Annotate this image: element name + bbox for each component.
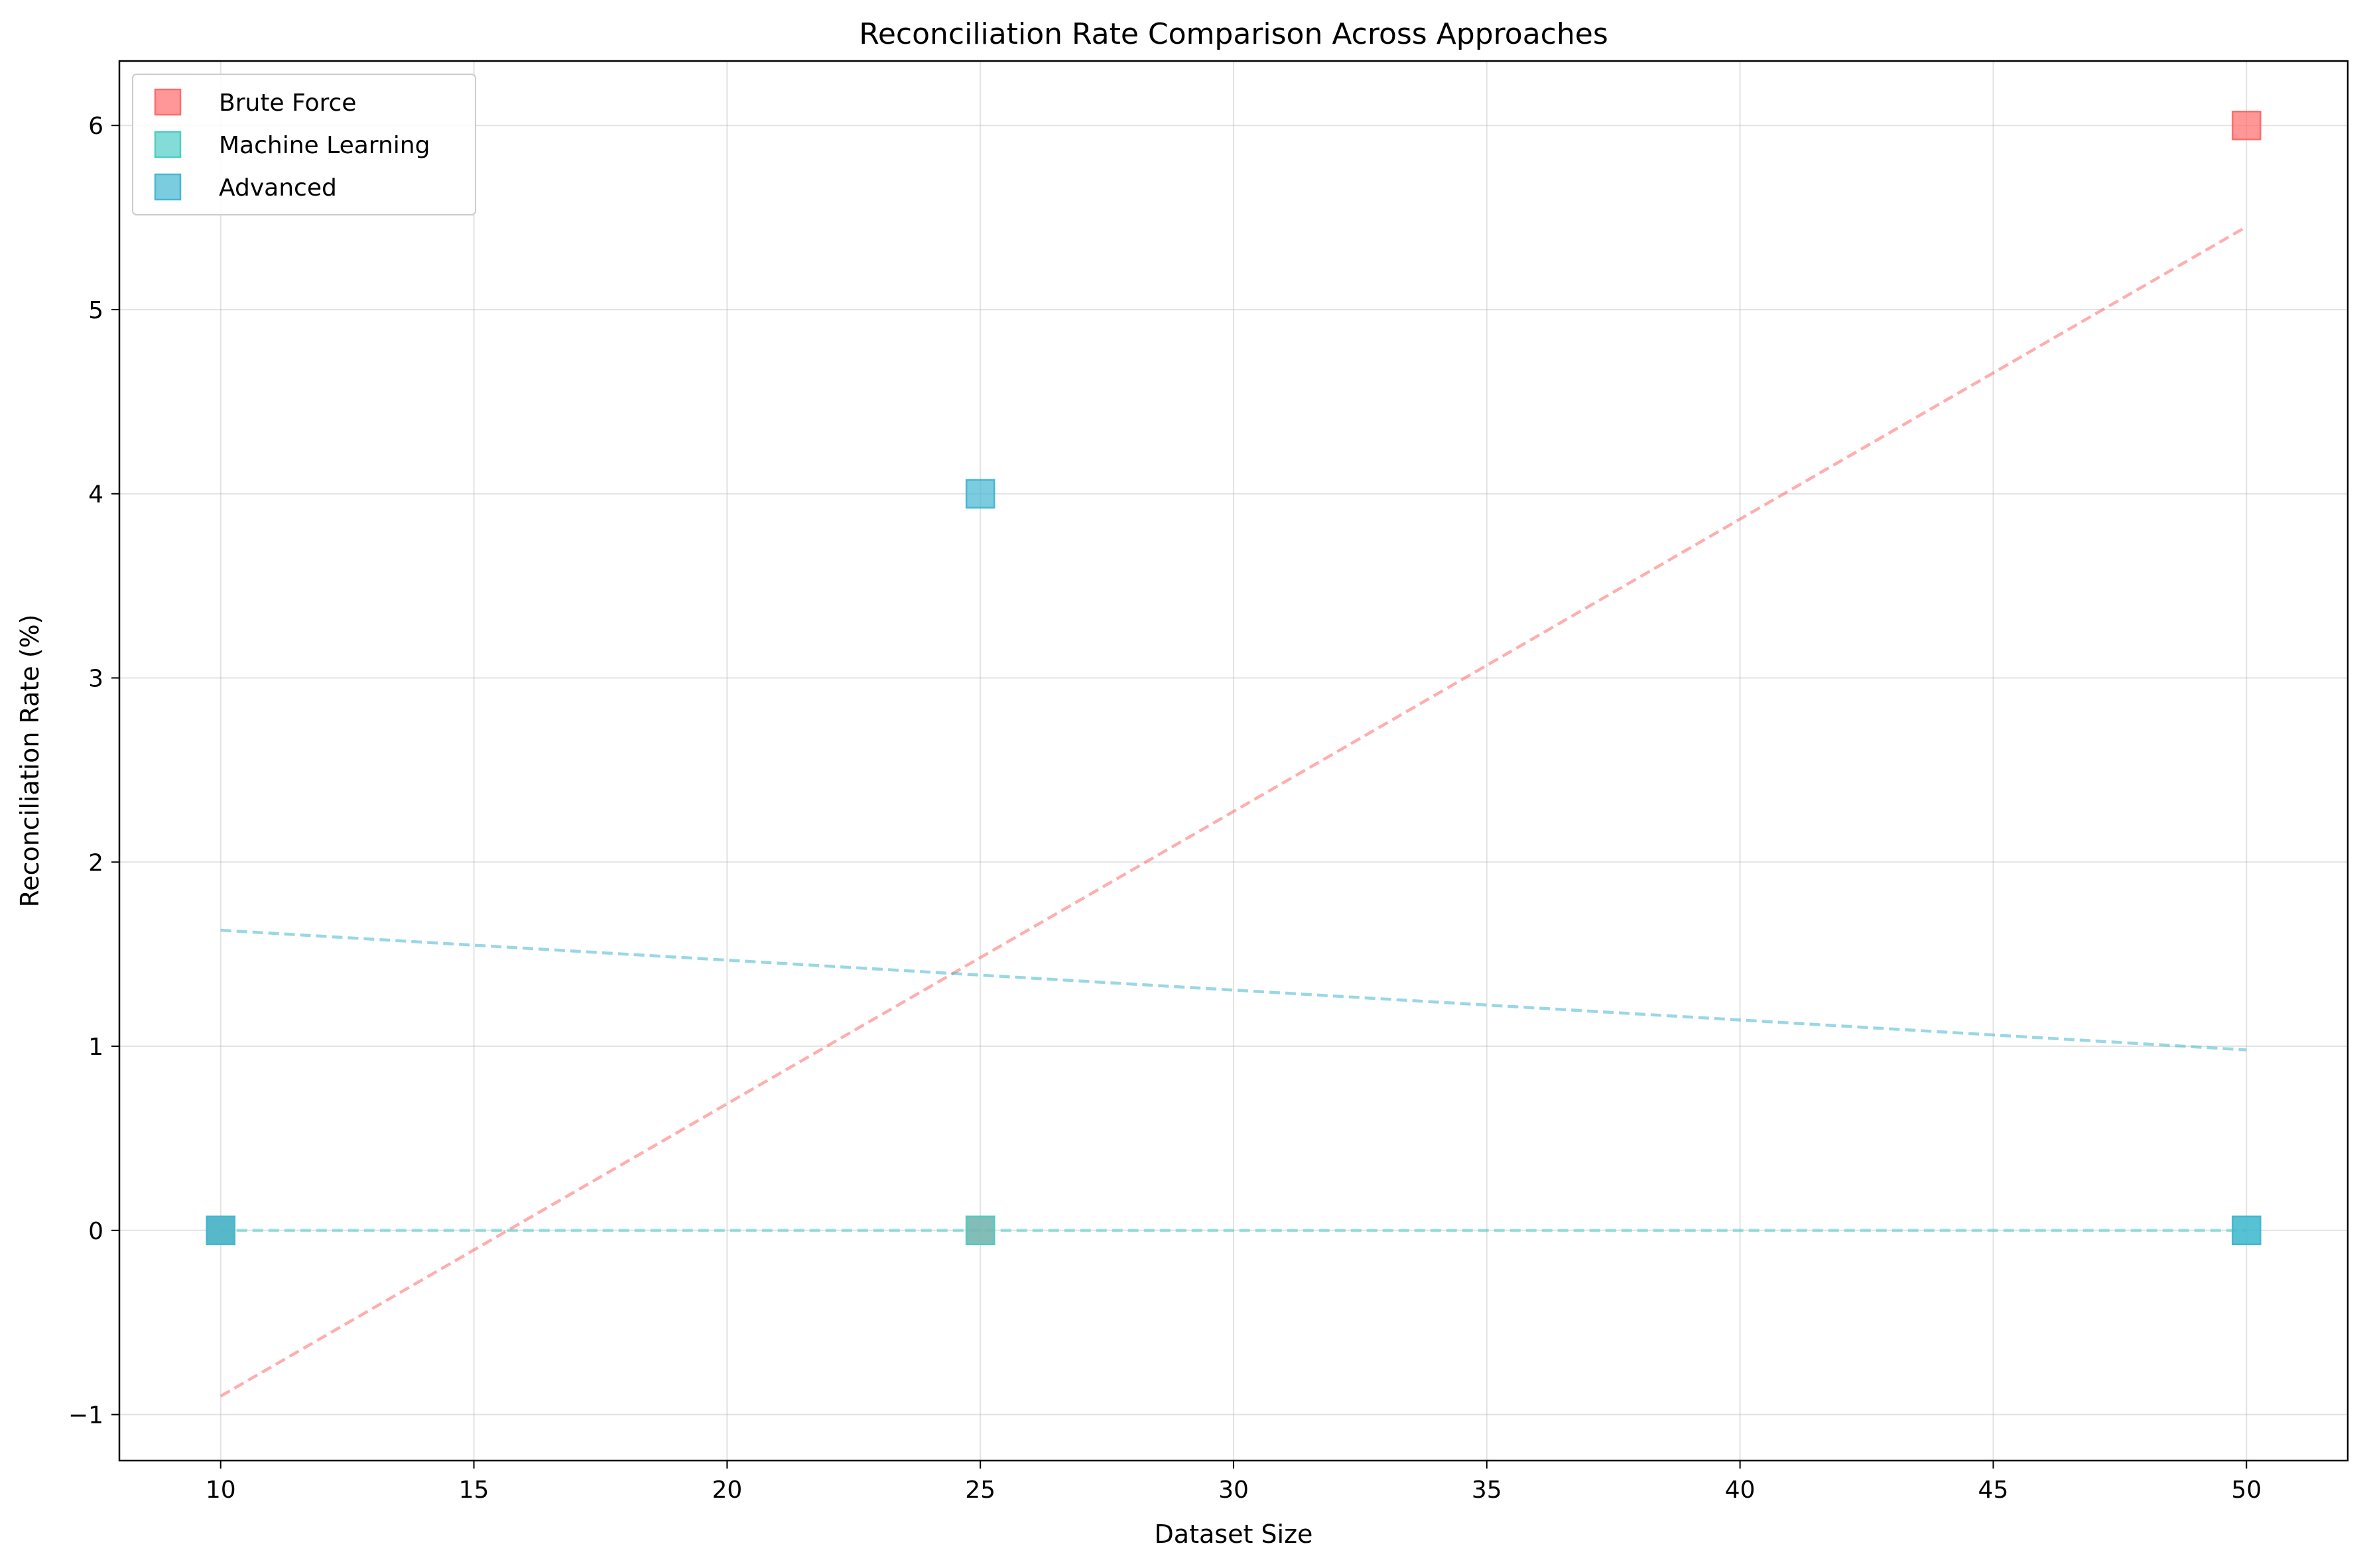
x-axis-label: Dataset Size — [1155, 1520, 1313, 1549]
x-tick-label: 25 — [965, 1477, 995, 1504]
y-axis-label: Reconciliation Rate (%) — [15, 615, 44, 908]
data-points — [206, 110, 2262, 1246]
legend-label: Machine Learning — [219, 132, 430, 159]
y-tick-label: 5 — [88, 297, 103, 324]
x-axis-ticks: 10 15 20 25 30 35 40 45 50 — [206, 1461, 2262, 1504]
legend-marker — [154, 131, 182, 158]
chart-title: Reconciliation Rate Comparison Across Ap… — [859, 17, 1608, 51]
trend-line — [220, 928, 2247, 1052]
x-tick-label: 50 — [2231, 1477, 2262, 1504]
x-tick-label: 35 — [1472, 1477, 1502, 1504]
x-tick-label: 30 — [1218, 1477, 1249, 1504]
trend-lines — [220, 225, 2248, 1398]
y-tick-label: −1 — [68, 1402, 103, 1429]
y-axis-ticks: −1 0 1 2 3 4 5 6 — [68, 113, 119, 1429]
y-tick-label: 3 — [88, 666, 103, 693]
y-tick-label: 2 — [88, 849, 103, 876]
legend-box — [132, 74, 476, 215]
x-tick-label: 20 — [712, 1477, 742, 1504]
legend: Brute Force Machine Learning Advanced — [132, 74, 476, 215]
y-tick-label: 0 — [88, 1218, 103, 1245]
y-tick-label: 4 — [88, 481, 103, 509]
legend-marker — [154, 88, 182, 116]
y-tick-label: 1 — [88, 1034, 103, 1061]
x-tick-label: 10 — [206, 1477, 236, 1504]
legend-label: Brute Force — [219, 90, 356, 117]
x-tick-label: 15 — [459, 1477, 489, 1504]
x-tick-label: 40 — [1725, 1477, 1756, 1504]
data-point — [965, 479, 995, 509]
x-tick-label: 45 — [1978, 1477, 2009, 1504]
data-point — [206, 1215, 235, 1246]
legend-marker — [154, 173, 182, 201]
grid — [119, 61, 2348, 1461]
trend-line — [220, 225, 2248, 1398]
data-point — [2232, 110, 2262, 141]
data-point — [965, 1215, 995, 1246]
y-tick-label: 6 — [88, 113, 103, 140]
data-point — [2232, 1215, 2262, 1246]
legend-label: Advanced — [219, 174, 337, 202]
